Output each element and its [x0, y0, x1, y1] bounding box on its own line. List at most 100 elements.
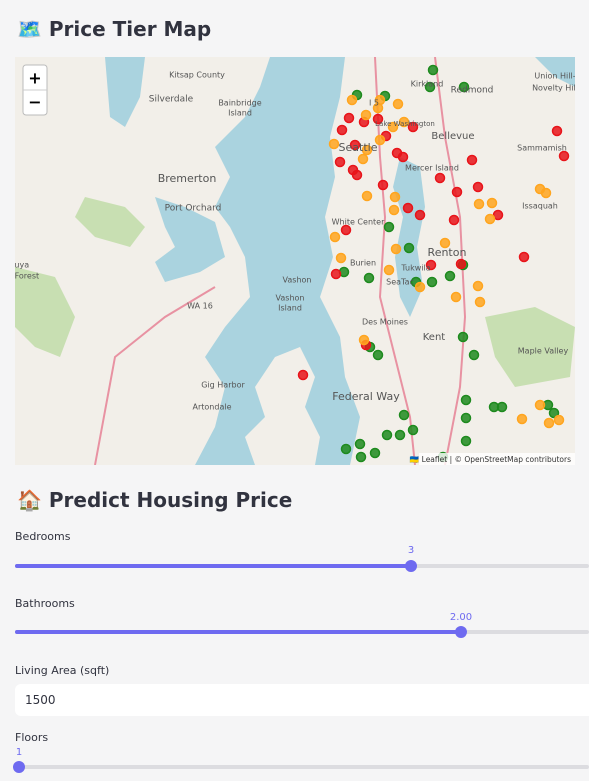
- price-marker: [377, 179, 389, 191]
- map-label: Kirkland: [411, 80, 444, 89]
- price-marker: [355, 451, 367, 463]
- price-marker: [403, 242, 415, 254]
- map-label: Lake Washington: [375, 120, 435, 128]
- map-label: Seattle: [339, 141, 378, 154]
- price-marker: [434, 172, 446, 184]
- floors-label: Floors: [15, 731, 49, 744]
- price-marker: [540, 187, 552, 199]
- price-marker: [460, 435, 472, 447]
- map-label: Des Moines: [362, 318, 408, 327]
- price-marker: [424, 81, 436, 93]
- price-marker: [553, 414, 565, 426]
- price-marker: [448, 214, 460, 226]
- price-marker: [374, 134, 386, 146]
- price-marker: [473, 198, 485, 210]
- price-marker: [297, 369, 309, 381]
- price-marker: [426, 276, 438, 288]
- attribution[interactable]: 🇺🇦 Leaflet | © OpenStreetMap contributor…: [410, 455, 571, 464]
- map-label: Union Hill-: [534, 72, 575, 81]
- map-label: State Forest: [15, 272, 39, 281]
- price-marker: [330, 268, 342, 280]
- living-area-input[interactable]: 1500: [15, 684, 589, 716]
- price-marker: [534, 399, 546, 411]
- floors-value: 1: [15, 747, 23, 758]
- price-marker: [450, 291, 462, 303]
- price-marker: [383, 264, 395, 276]
- price-marker: [360, 109, 372, 121]
- price-marker: [398, 116, 410, 128]
- price-marker: [351, 169, 363, 181]
- price-marker: [335, 252, 347, 264]
- price-marker: [340, 224, 352, 236]
- price-marker: [427, 64, 439, 76]
- price-marker: [369, 447, 381, 459]
- price-marker: [387, 121, 399, 133]
- price-marker: [484, 213, 496, 225]
- price-marker: [381, 429, 393, 441]
- price-marker: [548, 407, 560, 419]
- price-marker: [383, 221, 395, 233]
- price-marker: [398, 409, 410, 421]
- price-marker: [407, 121, 419, 133]
- map-label: Tahuya: [15, 261, 29, 270]
- price-marker: [543, 417, 555, 429]
- bathrooms-slider[interactable]: [15, 626, 589, 638]
- price-marker: [516, 413, 528, 425]
- map-label: Vashon: [283, 276, 312, 285]
- map-label: Burien: [350, 259, 376, 268]
- zoom-out[interactable]: −: [28, 93, 41, 112]
- zoom-in[interactable]: +: [28, 69, 41, 88]
- map-label: Artondale: [193, 403, 232, 412]
- floors-slider[interactable]: [13, 761, 589, 773]
- price-marker: [340, 443, 352, 455]
- price-marker: [455, 258, 467, 270]
- map-label: Kent: [423, 332, 446, 343]
- price-marker: [518, 251, 530, 263]
- price-marker: [558, 150, 570, 162]
- price-marker: [390, 243, 402, 255]
- bedrooms-slider[interactable]: [15, 560, 589, 572]
- bedrooms-value: 3: [407, 545, 415, 556]
- living-area-label: Living Area (sqft): [15, 664, 110, 677]
- price-marker: [460, 394, 472, 406]
- price-marker: [496, 401, 508, 413]
- map-label: Bellevue: [431, 131, 474, 142]
- bathrooms-label: Bathrooms: [15, 597, 75, 610]
- map-label: Bainbridge: [218, 99, 261, 108]
- price-marker: [486, 197, 498, 209]
- bedrooms-label: Bedrooms: [15, 530, 71, 543]
- price-marker: [439, 237, 451, 249]
- price-marker: [460, 412, 472, 424]
- price-marker: [425, 259, 437, 271]
- price-marker: [346, 94, 358, 106]
- price-marker: [357, 153, 369, 165]
- map-label: Federal Way: [332, 390, 400, 403]
- map-title: 🗺️ Price Tier Map: [17, 17, 212, 41]
- price-marker: [472, 181, 484, 193]
- price-marker: [388, 204, 400, 216]
- map-label: Vashon: [276, 294, 305, 303]
- price-marker: [466, 154, 478, 166]
- price-marker: [451, 186, 463, 198]
- price-marker: [329, 231, 341, 243]
- price-marker: [389, 191, 401, 203]
- price-marker: [354, 438, 366, 450]
- map-label: Kitsap County: [169, 71, 225, 80]
- price-marker: [358, 334, 370, 346]
- price-marker: [472, 280, 484, 292]
- map-label: White Center: [332, 218, 385, 227]
- map-label: Bremerton: [158, 172, 217, 185]
- bathrooms-value: 2.00: [449, 612, 473, 623]
- price-marker: [551, 125, 563, 137]
- price-marker: [328, 138, 340, 150]
- map-label: Issaquah: [522, 202, 558, 211]
- map-label: Tukwila: [400, 264, 430, 273]
- price-marker: [334, 156, 346, 168]
- price-marker: [474, 296, 486, 308]
- map-label: Island: [228, 109, 252, 118]
- price-marker: [336, 124, 348, 136]
- map[interactable]: ShorelineBothellPoulsboCottage LakeKitsa…: [15, 57, 575, 465]
- form-title: 🏠 Predict Housing Price: [17, 488, 293, 512]
- map-label: Island: [278, 304, 302, 313]
